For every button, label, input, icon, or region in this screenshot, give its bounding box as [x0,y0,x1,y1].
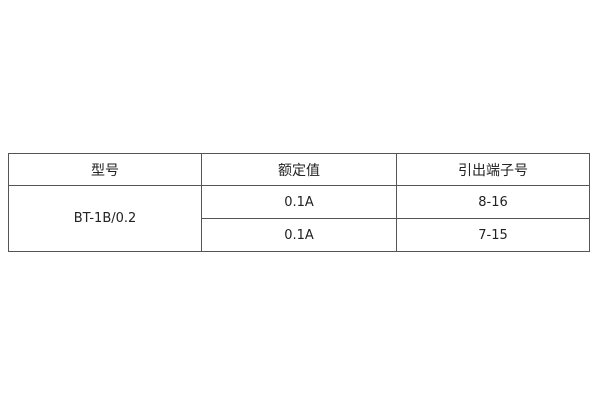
terminals-cell: 7-15 [396,218,590,252]
header-terminals: 引出端子号 [396,153,590,186]
table-row: 0.1A 7-15 [9,218,590,252]
table-row: BT-1B/0.2 0.1A 8-16 [8,185,590,252]
rating-cell: 0.1A [201,218,397,252]
table-header-row: 型号 额定值 引出端子号 [8,153,590,186]
spec-table: 型号 额定值 引出端子号 BT-1B/0.2 0.1A 8-16 0.1A 7-… [8,153,590,252]
header-rating: 额定值 [201,153,397,186]
header-model: 型号 [8,153,202,186]
model-cell: BT-1B/0.2 [8,185,202,252]
rating-cell: 0.1A [201,185,397,219]
terminals-cell: 8-16 [396,185,590,219]
